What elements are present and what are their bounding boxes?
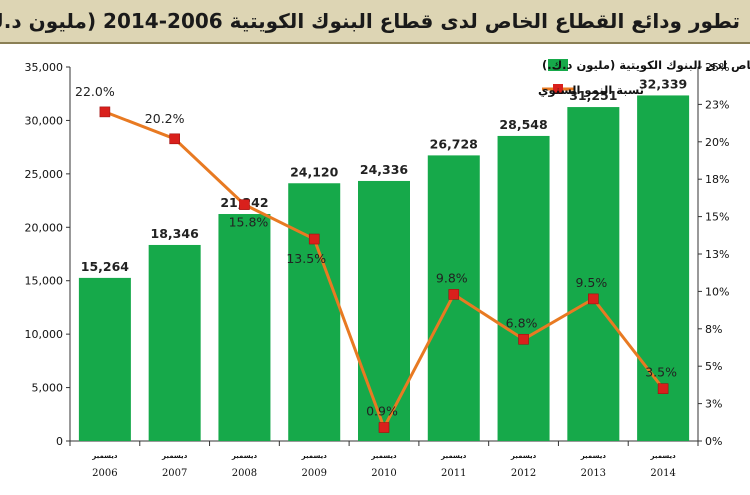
x-label-year: 2011 xyxy=(441,468,466,479)
bar-value-label: 24,120 xyxy=(290,164,339,179)
x-label-month: ديسمبر xyxy=(649,452,676,460)
growth-value-label: 20.2% xyxy=(145,111,185,126)
x-label-month: ديسمبر xyxy=(91,452,118,460)
x-label-month: ديسمبر xyxy=(370,452,397,460)
growth-value-label: 13.5% xyxy=(286,251,326,266)
right-tick-label: 15% xyxy=(705,211,729,224)
bar xyxy=(358,180,410,441)
growth-value-label: 0.9% xyxy=(366,404,398,419)
x-label-year: 2014 xyxy=(650,468,675,479)
growth-value-label: 22.0% xyxy=(75,84,115,99)
bar xyxy=(497,135,550,442)
legend-swatch-growth-marker xyxy=(553,84,563,94)
left-tick-label: 20,000 xyxy=(25,221,64,234)
right-tick-label: 10% xyxy=(705,285,729,298)
bar-value-label: 18,346 xyxy=(151,226,200,241)
right-tick-label: 18% xyxy=(705,173,729,186)
right-tick-label: 8% xyxy=(705,323,722,336)
right-tick-label: 25% xyxy=(705,61,729,74)
right-tick-label: 0% xyxy=(705,435,722,448)
growth-marker xyxy=(239,199,250,210)
right-tick-label: 3% xyxy=(705,398,722,411)
growth-value-label: 6.8% xyxy=(506,315,538,330)
growth-value-label: 3.5% xyxy=(645,365,677,380)
chart-svg: 0 5,000 10,000 15,000 20,000 25,000 30,000 35,0… xyxy=(25,58,750,479)
growth-value-label: 9.5% xyxy=(575,275,607,290)
growth-marker xyxy=(657,383,669,394)
right-tick-label: 20% xyxy=(705,136,729,149)
left-tick-label: 15,000 xyxy=(25,275,64,288)
x-label-month: ديسمبر xyxy=(510,452,537,460)
bar-value-label: 31,251 xyxy=(569,88,617,103)
growth-marker xyxy=(448,289,460,300)
legend-label-deposits: ودائع القطاع الخاص لدى البنوك الكويتية (… xyxy=(542,58,750,73)
chart-title: تطور ودائع القطاع الخاص لدى قطاع البنوك … xyxy=(0,9,740,33)
growth-marker xyxy=(588,293,599,305)
bar-value-label: 15,264 xyxy=(81,259,130,274)
growth-marker xyxy=(378,422,390,433)
x-label-month: ديسمبر xyxy=(580,452,607,460)
x-label-month: ديسمبر xyxy=(231,452,258,460)
bar-value-label: 28,548 xyxy=(499,117,547,132)
x-label-year: 2010 xyxy=(371,468,396,479)
bar xyxy=(567,107,620,442)
right-tick-label: 5% xyxy=(705,360,722,373)
x-label-year: 2008 xyxy=(232,468,257,479)
left-tick-label: 30,000 xyxy=(25,114,64,127)
bar xyxy=(78,277,131,441)
bar-value-label: 24,336 xyxy=(360,162,409,177)
growth-marker xyxy=(308,233,320,245)
left-tick-label: 0 xyxy=(56,435,63,448)
growth-value-label: 15.8% xyxy=(229,215,269,230)
bar xyxy=(148,244,201,441)
legend-label-growth: نسبة النمو السنوي xyxy=(538,83,644,98)
right-tick-label: 13% xyxy=(705,248,729,261)
left-tick-label: 5,000 xyxy=(32,382,64,395)
x-label-month: ديسمبر xyxy=(161,452,188,460)
growth-value-label: 9.8% xyxy=(436,270,468,285)
x-label-year: 2007 xyxy=(162,468,187,479)
x-label-month: ديسمبر xyxy=(440,452,467,460)
legend-swatch-deposits xyxy=(548,59,568,71)
title-bar: تطور ودائع القطاع الخاص لدى قطاع البنوك … xyxy=(0,0,750,44)
x-label-year: 2013 xyxy=(581,468,606,479)
left-tick-label: 35,000 xyxy=(25,61,64,74)
left-tick-label: 10,000 xyxy=(25,328,64,341)
bar xyxy=(218,214,271,441)
x-label-year: 2012 xyxy=(511,468,536,479)
bar-value-label: 32,339 xyxy=(639,76,687,91)
x-label-year: 2009 xyxy=(301,468,326,479)
right-tick-label: 23% xyxy=(705,98,729,111)
growth-marker xyxy=(518,333,529,345)
left-tick-label: 25,000 xyxy=(25,168,64,181)
x-label-month: ديسمبر xyxy=(301,452,328,460)
bar-value-label: 26,728 xyxy=(430,136,478,151)
x-label-year: 2006 xyxy=(92,468,117,479)
bar xyxy=(288,183,341,442)
growth-marker xyxy=(169,133,180,145)
growth-marker xyxy=(99,106,111,118)
